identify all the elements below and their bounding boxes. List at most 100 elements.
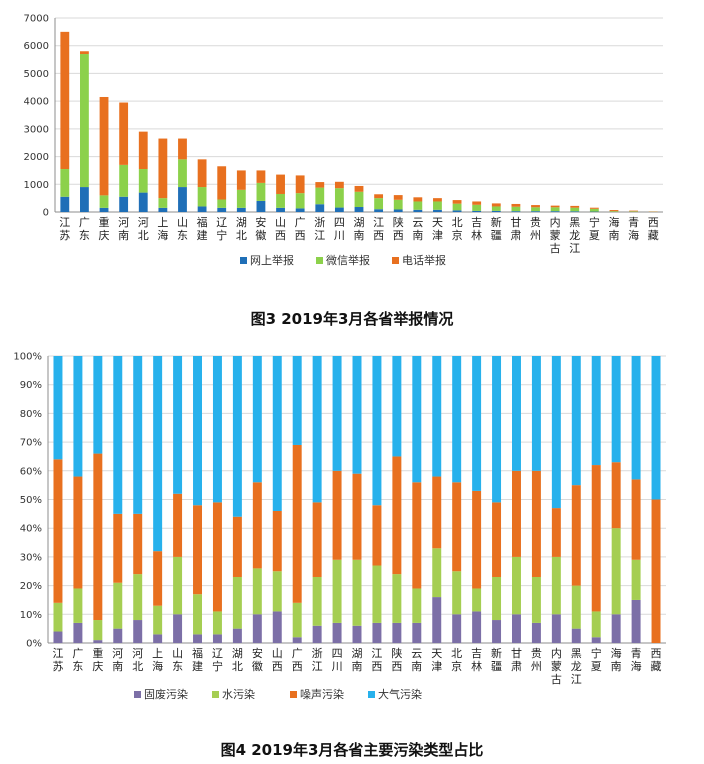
chart1-category-label: 湖北 <box>236 216 247 242</box>
chart1-legend-label: 电话举报 <box>402 253 446 267</box>
chart2-bar-water <box>193 594 203 635</box>
chart1-bar-online <box>295 208 305 212</box>
chart1-bar-phone <box>80 51 89 55</box>
chart1-title: 图3 2019年3月各省举报情况 <box>250 310 454 328</box>
chart2-bar-air <box>232 356 242 517</box>
chart1-bar-wechat <box>452 203 462 211</box>
chart1-bar-online <box>276 207 285 212</box>
chart2-bar-solid <box>511 614 521 643</box>
chart2-bar-water <box>312 576 322 626</box>
chart2-bar-noise <box>392 456 402 575</box>
chart2-bar-solid <box>113 628 123 643</box>
chart1-bar-online <box>178 187 187 212</box>
chart1-bar-phone <box>570 205 580 208</box>
chart2-bar-air <box>173 356 183 494</box>
chart2-bar-noise <box>352 473 362 560</box>
chart1-category-label: 湖南 <box>354 216 365 242</box>
chart2-bar-air <box>53 356 63 460</box>
chart2-bar-noise <box>531 470 541 577</box>
chart2-bar-water <box>212 611 222 635</box>
chart2-bar-air <box>153 356 163 552</box>
chart2-bar-solid <box>412 622 422 643</box>
chart2-bar-noise <box>193 505 203 595</box>
chart1-bar-online <box>99 207 109 212</box>
chart2-bar-noise <box>53 459 63 603</box>
chart2-y-tick-label: 90% <box>20 380 42 391</box>
chart2-bar-noise <box>332 470 342 560</box>
chart2-bar-water <box>252 568 262 615</box>
chart1-bar-wechat <box>511 206 521 212</box>
chart2-bar-solid <box>292 637 302 643</box>
chart1-bar-phone <box>629 210 638 212</box>
chart2-bar-solid <box>372 622 382 643</box>
chart2-category-label: 河南 <box>112 647 123 673</box>
chart2-bar-air <box>113 356 123 514</box>
chart1-bar-online <box>80 187 89 212</box>
chart2-bar-water <box>173 556 183 615</box>
chart2-bar-noise <box>432 476 442 549</box>
chart2-bar-air <box>372 356 382 506</box>
chart2-bar-water <box>432 548 442 598</box>
chart2-bar-noise <box>133 513 143 575</box>
chart2-category-label: 山西 <box>272 647 283 673</box>
chart1-category-label: 陕西 <box>393 215 404 242</box>
chart1-bar-online <box>60 196 70 212</box>
chart2-bar-noise <box>591 465 601 612</box>
chart2-bar-solid <box>53 631 63 643</box>
chart2-bar-air <box>193 356 203 506</box>
chart2-bar-noise <box>551 508 561 557</box>
chart1-category-label: 内蒙古 <box>550 215 561 255</box>
chart2-bar-noise <box>372 505 382 566</box>
chart1-bar-online <box>354 207 364 212</box>
chart1-bar-phone <box>256 170 266 183</box>
chart2-category-label: 广东 <box>72 647 83 673</box>
chart2-bar-solid <box>432 597 442 643</box>
chart2-bar-water <box>392 574 402 623</box>
chart2-category-label: 陕西 <box>391 646 402 673</box>
chart2-category-label: 青海 <box>631 647 642 673</box>
chart1-bar-phone <box>236 170 246 190</box>
chart1-category-label: 上海 <box>157 216 168 242</box>
chart1-category-label: 浙江 <box>314 216 325 242</box>
chart2-bar-air <box>531 356 541 471</box>
chart1-bar-wechat <box>60 169 70 197</box>
chart2-category-label: 湖南 <box>352 647 363 673</box>
chart1-bar-wechat <box>178 159 187 188</box>
chart2-legend-swatch-solid <box>134 691 141 698</box>
chart2-y-tick-label: 80% <box>20 409 42 420</box>
chart1-bar-online <box>511 211 521 212</box>
chart1-bar-phone <box>138 131 148 170</box>
chart2-y-tick-label: 10% <box>20 610 42 621</box>
chart2-bar-water <box>113 582 123 629</box>
chart2-bar-air <box>212 356 222 503</box>
chart1-y-tick-label: 1000 <box>24 180 49 191</box>
chart1-bar-online <box>315 204 325 212</box>
chart2-y-tick-label: 100% <box>13 352 42 363</box>
chart2-bar-air <box>631 356 641 480</box>
chart2-bar-solid <box>392 622 402 643</box>
chart1-bar-online <box>158 207 168 212</box>
chart2-title: 图4 2019年3月各省主要污染类型占比 <box>220 741 484 759</box>
chart1-category-label: 福建 <box>197 215 208 242</box>
chart2-bar-air <box>252 356 262 483</box>
chart2-category-label: 甘肃 <box>511 647 522 673</box>
chart2-bar-air <box>412 356 422 483</box>
chart2-bar-solid <box>193 634 203 643</box>
chart1-bar-phone <box>276 174 285 194</box>
chart2-bar-air <box>591 356 601 466</box>
chart2-bar-air <box>133 356 143 514</box>
pollution-type-chart: 0%10%20%30%40%50%60%70%80%90%100%江苏广东重庆河… <box>13 352 666 701</box>
chart1-category-label: 海南 <box>608 215 619 242</box>
chart2-bar-water <box>531 576 541 623</box>
chart1-bar-wechat <box>99 195 109 208</box>
chart1-bar-online <box>334 207 344 212</box>
chart2-bar-solid <box>611 614 621 643</box>
chart2-bar-solid <box>492 620 502 643</box>
chart1-category-label: 山东 <box>177 216 188 242</box>
chart1-category-label: 天津 <box>432 216 443 242</box>
chart1-y-tick-label: 6000 <box>24 41 49 52</box>
chart1-legend-swatch-wechat <box>316 257 323 264</box>
chart1-bar-wechat <box>550 207 560 212</box>
chart2-bar-solid <box>631 599 641 643</box>
chart1-bar-phone <box>393 195 403 200</box>
